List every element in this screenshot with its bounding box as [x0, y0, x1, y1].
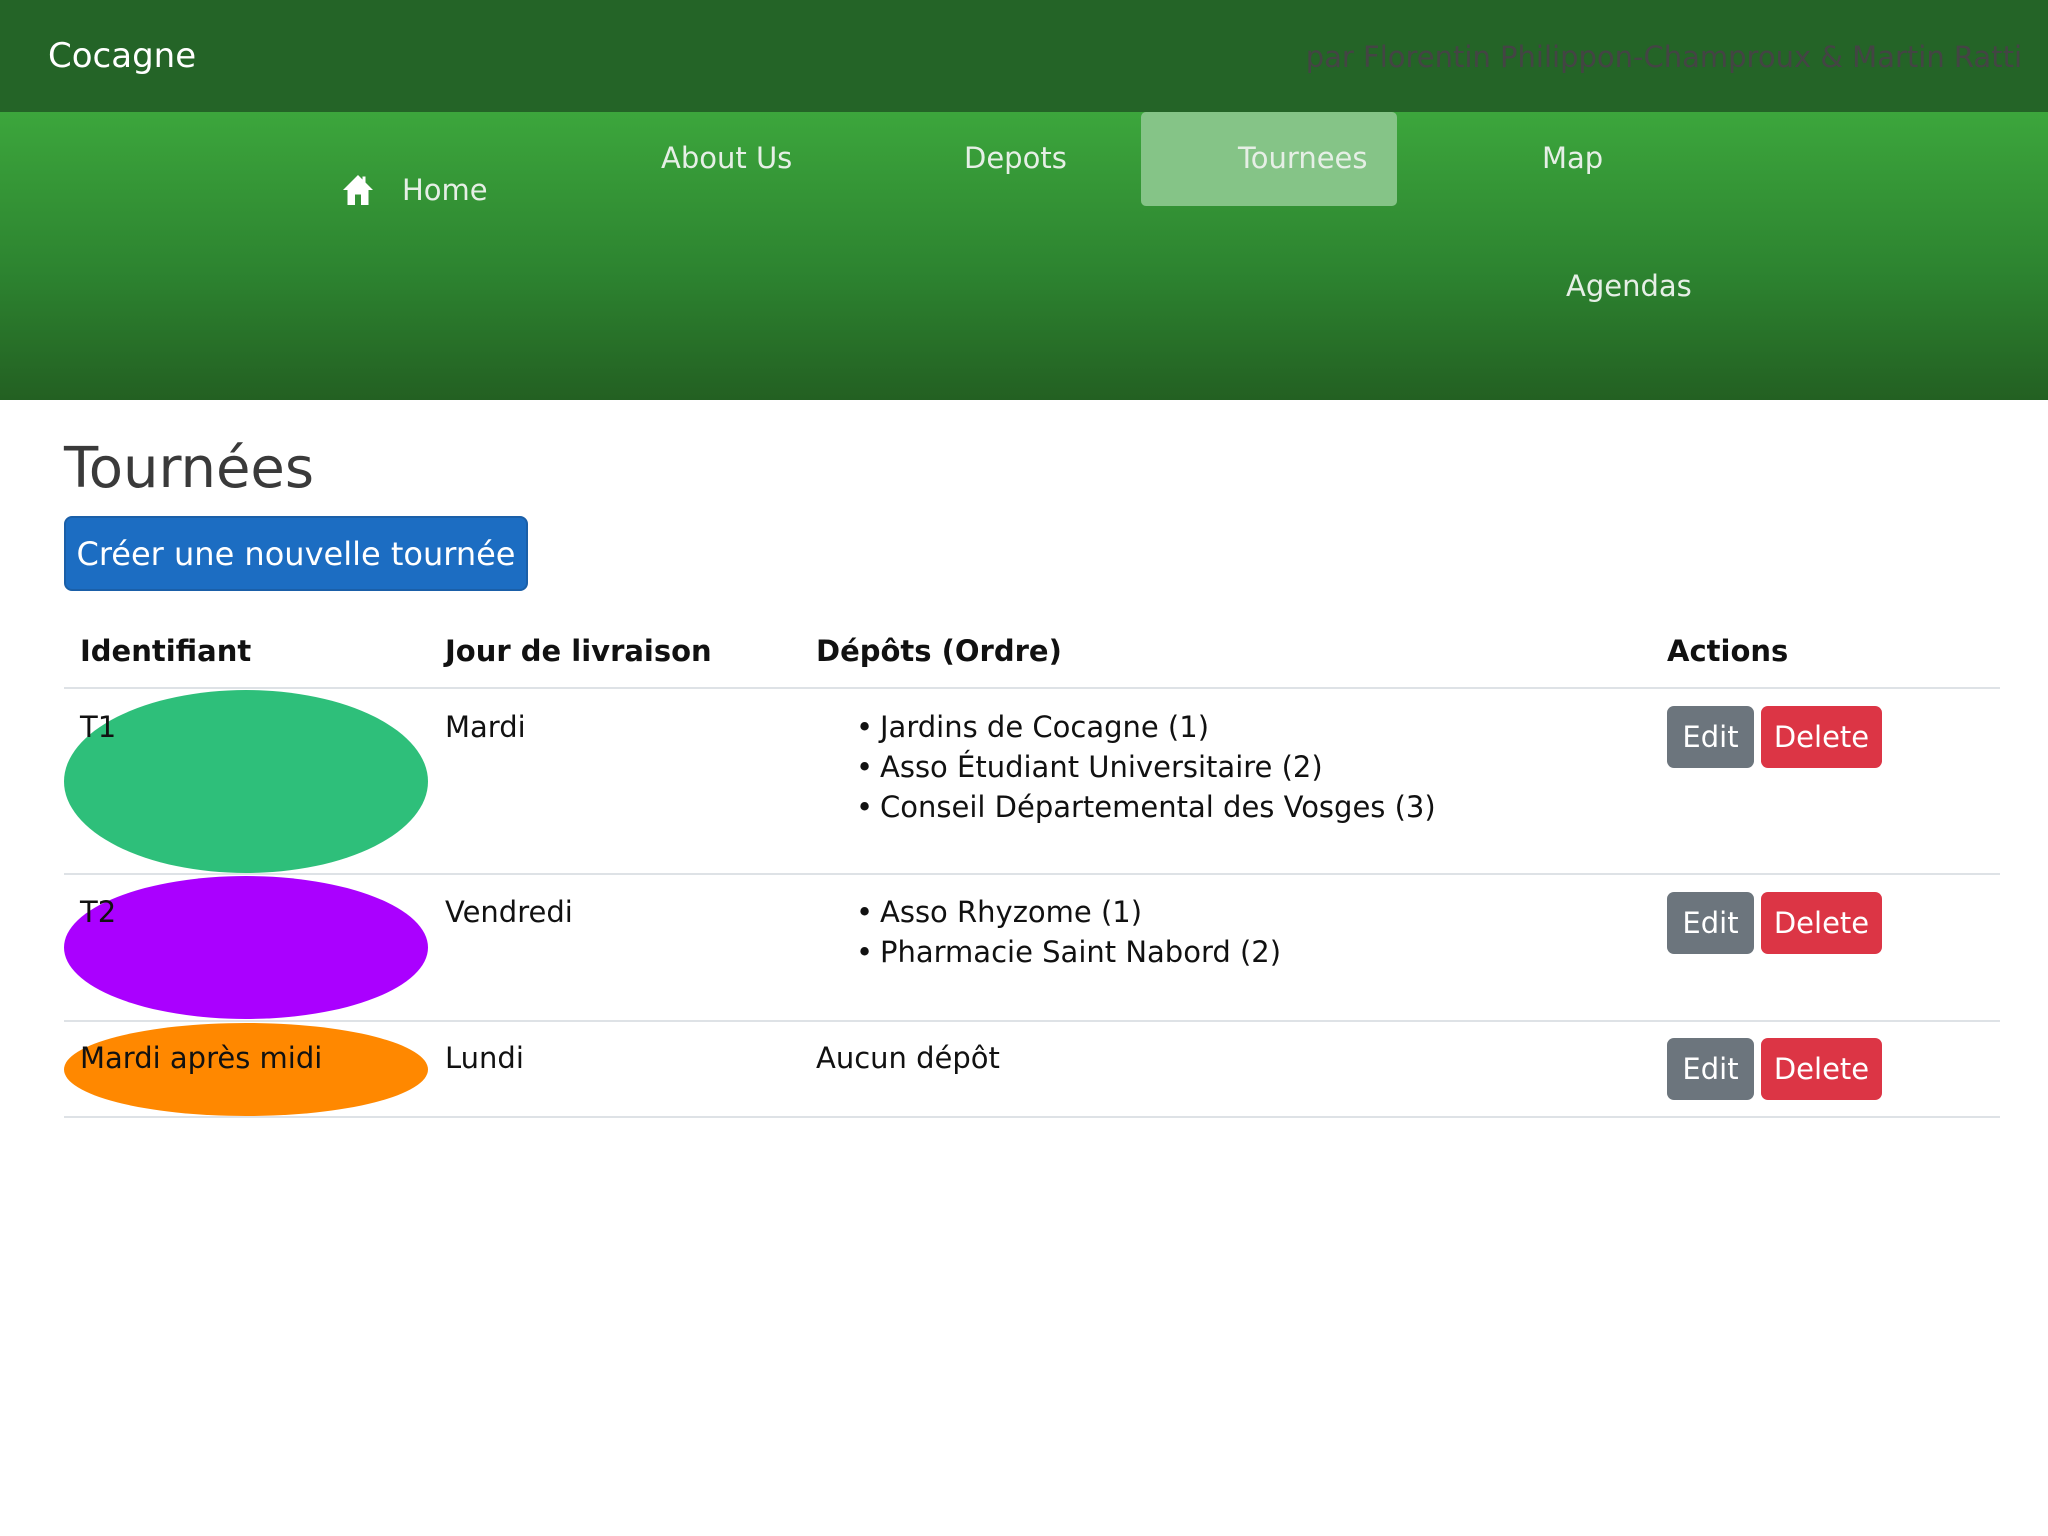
- active-tab-highlight: [1141, 112, 1397, 206]
- main-nav: Home About Us Depots Tournees Map Agenda…: [0, 112, 2048, 400]
- nav-depots[interactable]: Depots: [964, 141, 1067, 175]
- tournee-day: Mardi: [445, 710, 526, 744]
- tournee-id: T1: [80, 710, 117, 744]
- tournee-id: T2: [80, 895, 117, 929]
- page-title: Tournées: [64, 436, 315, 501]
- depot-item: Pharmacie Saint Nabord (2): [856, 935, 1281, 969]
- depot-item: Conseil Départemental des Vosges (3): [856, 790, 1436, 824]
- edit-button[interactable]: Edit: [1667, 706, 1754, 768]
- nav-map[interactable]: Map: [1542, 141, 1604, 175]
- home-icon[interactable]: [340, 172, 376, 208]
- depot-label: Asso Étudiant Universitaire (2): [880, 750, 1323, 784]
- tournee-color-pill: [64, 876, 428, 1019]
- tournee-day: Lundi: [445, 1041, 524, 1075]
- top-bar: Cocagne par Florentin Philippon-Champrou…: [0, 0, 2048, 112]
- tournee-color-pill: [64, 1023, 428, 1116]
- tournee-id: Mardi après midi: [80, 1041, 323, 1075]
- nav-agendas[interactable]: Agendas: [1566, 269, 1692, 303]
- header-jour: Jour de livraison: [445, 634, 712, 668]
- depot-label: Asso Rhyzome (1): [880, 895, 1143, 929]
- nav-about-us[interactable]: About Us: [661, 141, 793, 175]
- delete-button[interactable]: Delete: [1761, 1038, 1882, 1100]
- depot-item: Asso Étudiant Universitaire (2): [856, 750, 1323, 784]
- edit-button[interactable]: Edit: [1667, 1038, 1754, 1100]
- authors-text: par Florentin Philippon-Champroux & Mart…: [1305, 40, 2022, 74]
- divider: [64, 1116, 2000, 1118]
- nav-tournees[interactable]: Tournees: [1238, 141, 1368, 175]
- tournee-color-pill: [64, 690, 428, 873]
- depot-label: Pharmacie Saint Nabord (2): [880, 935, 1282, 969]
- depot-item: Jardins de Cocagne (1): [856, 710, 1209, 744]
- no-depot-text: Aucun dépôt: [816, 1041, 1000, 1075]
- divider: [64, 1020, 2000, 1022]
- delete-button[interactable]: Delete: [1761, 892, 1882, 954]
- header-actions: Actions: [1667, 634, 1789, 668]
- nav-home[interactable]: Home: [402, 173, 488, 207]
- delete-button[interactable]: Delete: [1761, 706, 1882, 768]
- brand-title[interactable]: Cocagne: [48, 36, 197, 76]
- depot-label: Conseil Départemental des Vosges (3): [880, 790, 1436, 824]
- depot-label: Jardins de Cocagne (1): [880, 710, 1210, 744]
- depot-item: Asso Rhyzome (1): [856, 895, 1142, 929]
- create-tournee-button[interactable]: Créer une nouvelle tournée: [64, 516, 528, 591]
- header-identifiant: Identifiant: [80, 634, 252, 668]
- edit-button[interactable]: Edit: [1667, 892, 1754, 954]
- header-depots: Dépôts (Ordre): [816, 634, 1062, 668]
- tournee-day: Vendredi: [445, 895, 573, 929]
- divider: [64, 687, 2000, 689]
- divider: [64, 873, 2000, 875]
